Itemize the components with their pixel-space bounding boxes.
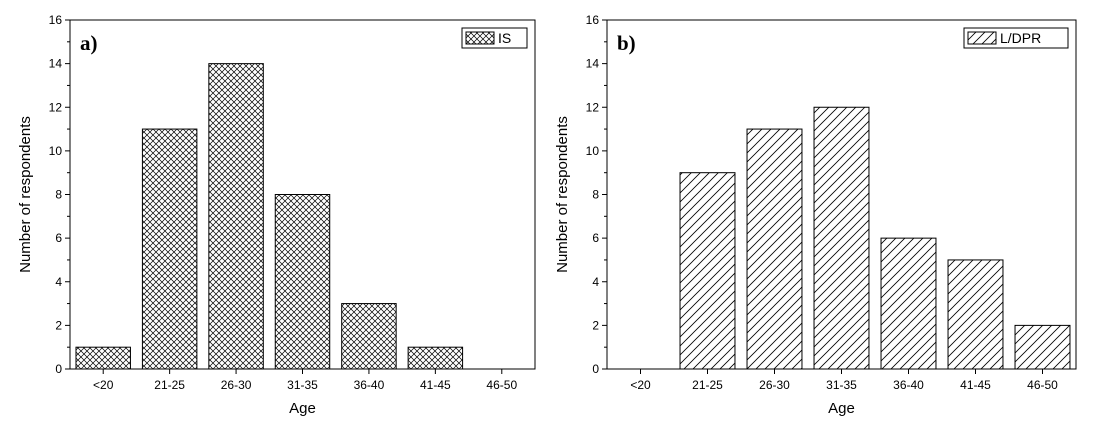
x-tick-label: 21-25 bbox=[154, 378, 185, 392]
x-tick-label: 36-40 bbox=[893, 378, 924, 392]
x-tick-label: 46-50 bbox=[486, 378, 517, 392]
bar-41-45 bbox=[407, 346, 464, 370]
y-tick-label: 10 bbox=[49, 144, 63, 158]
y-tick-label: 16 bbox=[586, 13, 600, 27]
bar-21-25 bbox=[679, 172, 736, 370]
bar-46-50 bbox=[1014, 324, 1071, 370]
bar-31-35 bbox=[813, 106, 870, 370]
x-tick-label: 46-50 bbox=[1027, 378, 1058, 392]
y-tick-label: 8 bbox=[592, 188, 599, 202]
y-tick-label: 12 bbox=[49, 100, 63, 114]
y-axis-title: Number of respondents bbox=[17, 116, 34, 273]
chart-panel-a: 0 2 4 6 8 10 12 14 16 <20 21-25 26-30 31-35 36-40 41-4… bbox=[17, 13, 536, 417]
x-tick-label: 41-45 bbox=[960, 378, 991, 392]
y-tick-label: 0 bbox=[55, 362, 62, 376]
bar-26-30 bbox=[746, 128, 803, 370]
panel-label: a) bbox=[80, 31, 98, 55]
x-axis-title: Age bbox=[828, 400, 855, 417]
y-tick-label: 8 bbox=[55, 188, 62, 202]
chart-panel-b: 0 2 4 6 8 10 12 14 16 <20 21-25 26-30 31-35 36-40 41-4… bbox=[554, 13, 1077, 417]
x-tick-label: 21-25 bbox=[692, 378, 723, 392]
y-tick-label: 2 bbox=[55, 318, 62, 332]
x-tick-label: <20 bbox=[630, 378, 651, 392]
y-tick-label: 0 bbox=[592, 362, 599, 376]
x-tick-label: 26-30 bbox=[759, 378, 790, 392]
legend-swatch bbox=[967, 31, 997, 45]
y-tick-label: 4 bbox=[592, 275, 599, 289]
y-tick-label: 6 bbox=[55, 231, 62, 245]
legend-label: L/DPR bbox=[1000, 30, 1041, 46]
x-tick-label: 41-45 bbox=[420, 378, 451, 392]
x-axis-title: Age bbox=[289, 400, 316, 417]
y-tick-label: 14 bbox=[586, 57, 600, 71]
legend-swatch bbox=[465, 31, 495, 45]
bar-<20 bbox=[75, 346, 131, 370]
bar-36-40 bbox=[341, 303, 397, 370]
legend-label: IS bbox=[498, 30, 511, 46]
x-tick-label: 36-40 bbox=[354, 378, 385, 392]
bar-41-45 bbox=[947, 259, 1004, 370]
panel-label: b) bbox=[617, 31, 636, 55]
bar-36-40 bbox=[880, 237, 937, 370]
bar-26-30 bbox=[208, 63, 264, 370]
x-tick-label: 26-30 bbox=[221, 378, 252, 392]
y-tick-label: 14 bbox=[49, 57, 63, 71]
y-axis-title: Number of respondents bbox=[554, 116, 571, 273]
y-tick-label: 10 bbox=[586, 144, 600, 158]
x-tick-label: <20 bbox=[93, 378, 114, 392]
x-tick-label: 31-35 bbox=[287, 378, 318, 392]
bar-21-25 bbox=[141, 128, 198, 370]
y-tick-label: 16 bbox=[49, 13, 63, 27]
y-tick-label: 4 bbox=[55, 275, 62, 289]
x-tick-label: 31-35 bbox=[826, 378, 857, 392]
y-tick-label: 12 bbox=[586, 100, 600, 114]
y-tick-label: 2 bbox=[592, 318, 599, 332]
y-tick-label: 6 bbox=[592, 231, 599, 245]
bar-31-35 bbox=[274, 194, 331, 370]
